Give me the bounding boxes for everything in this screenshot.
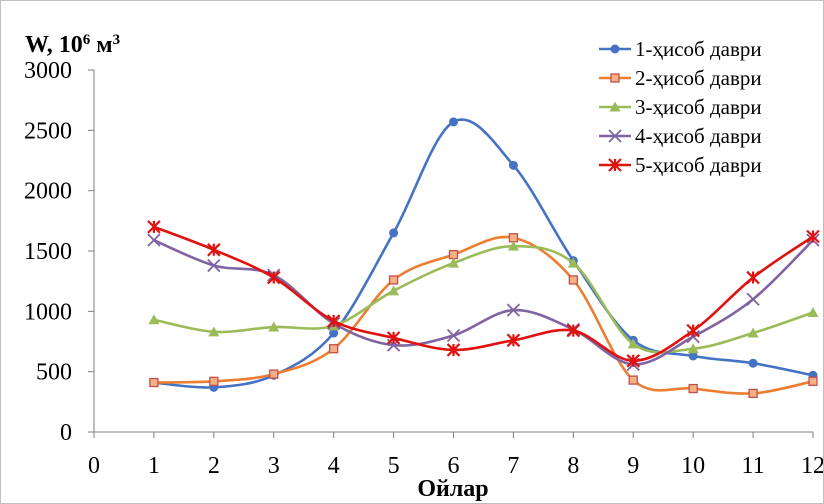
data-point: [628, 375, 638, 385]
x-tick-label: 9: [627, 453, 639, 479]
series-3: [148, 240, 819, 354]
data-point: [448, 257, 459, 268]
series-line: [153, 244, 814, 354]
data-point: [688, 383, 698, 394]
data-point: [806, 229, 820, 244]
data-point: [688, 351, 698, 361]
x-tick-label: 4: [328, 453, 340, 479]
data-point: [449, 117, 458, 127]
data-point: [147, 220, 161, 234]
data-point: [568, 275, 578, 285]
data-point: [808, 376, 818, 386]
data-point: [566, 323, 581, 338]
data-point: [507, 240, 519, 251]
data-point: [266, 270, 281, 285]
data-point: [207, 258, 221, 273]
data-point: [626, 354, 641, 368]
x-tick-label: 11: [742, 453, 765, 479]
y-tick-label: 0: [60, 420, 72, 446]
data-point: [329, 344, 339, 354]
legend-marker: [610, 73, 620, 83]
data-point: [268, 321, 280, 332]
y-tick-label: 2500: [24, 118, 72, 144]
legend: 1-ҳисоб даври 2-ҳисоб даври 3-ҳисоб даври 4…: [599, 37, 762, 177]
x-tick-label: 5: [388, 453, 400, 479]
data-point: [446, 343, 461, 357]
data-point: [627, 338, 639, 349]
x-tick-label: 7: [507, 453, 519, 479]
data-point: [747, 327, 759, 338]
data-point: [508, 233, 519, 243]
y-tick-label: 1500: [24, 239, 72, 265]
x-tick-label: 0: [88, 453, 100, 479]
data-point: [148, 314, 160, 325]
x-tick-label: 10: [681, 453, 705, 479]
x-tick-label: 1: [148, 453, 160, 479]
x-axis-title: Ойлар: [417, 476, 488, 502]
data-point: [446, 328, 461, 343]
data-point: [687, 343, 699, 354]
series-2: [149, 233, 818, 399]
legend-entry: 2-ҳисоб даври: [599, 66, 762, 90]
x-tick-label: 2: [208, 453, 220, 479]
series-5: [147, 220, 820, 368]
data-point: [567, 257, 579, 268]
legend-entry: 1-ҳисоб даври: [599, 37, 762, 61]
axes: [88, 69, 814, 438]
series-4: [147, 233, 820, 372]
data-point: [269, 369, 279, 379]
data-point: [748, 358, 758, 368]
legend-entry: 5-ҳисоб даври: [599, 153, 762, 177]
data-point: [147, 233, 161, 247]
data-point: [207, 243, 221, 257]
data-point: [209, 376, 219, 386]
legend-marker: [610, 44, 620, 54]
data-point: [388, 275, 399, 285]
legend-label: 2-ҳисоб даври: [635, 66, 762, 90]
legend-label: 1-ҳисоб даври: [635, 37, 762, 61]
y-tick-label: 2000: [24, 179, 72, 205]
x-tick-label: 6: [448, 453, 460, 479]
data-point: [388, 285, 400, 296]
data-point: [686, 323, 700, 338]
data-point: [448, 249, 459, 260]
x-tick-label: 3: [268, 453, 280, 479]
legend-entry: 3-ҳисоб даври: [599, 95, 762, 119]
data-point: [326, 314, 341, 328]
legend-entry: 4-ҳисоб даври: [599, 124, 762, 148]
data-point: [506, 333, 521, 348]
series-line: [153, 235, 814, 395]
legend-marker: [608, 129, 622, 143]
data-point: [506, 303, 521, 317]
x-tick-label: 12: [801, 453, 823, 479]
legend-label: 4-ҳисоб даври: [635, 124, 762, 148]
data-point: [746, 292, 760, 306]
y-axis-title: W, 106 м3: [25, 32, 120, 58]
legend-marker: [609, 101, 621, 112]
x-tick-label: 8: [567, 453, 579, 479]
legend-marker: [608, 158, 622, 172]
data-point: [149, 377, 159, 388]
data-point: [329, 328, 339, 338]
data-point: [208, 326, 220, 337]
data-point: [389, 228, 399, 238]
y-tick-label: 500: [36, 360, 72, 386]
series-layer: [147, 117, 820, 399]
y-tick-label: 3000: [24, 58, 72, 84]
legend-label: 5-ҳисоб даври: [635, 153, 762, 177]
y-tick-label: 1000: [24, 299, 72, 325]
data-point: [746, 270, 760, 285]
series-line: [153, 225, 814, 363]
data-point: [508, 160, 518, 170]
data-point: [748, 388, 758, 399]
legend-label: 3-ҳисоб даври: [635, 95, 762, 119]
data-point: [807, 307, 819, 318]
data-point: [386, 331, 401, 345]
